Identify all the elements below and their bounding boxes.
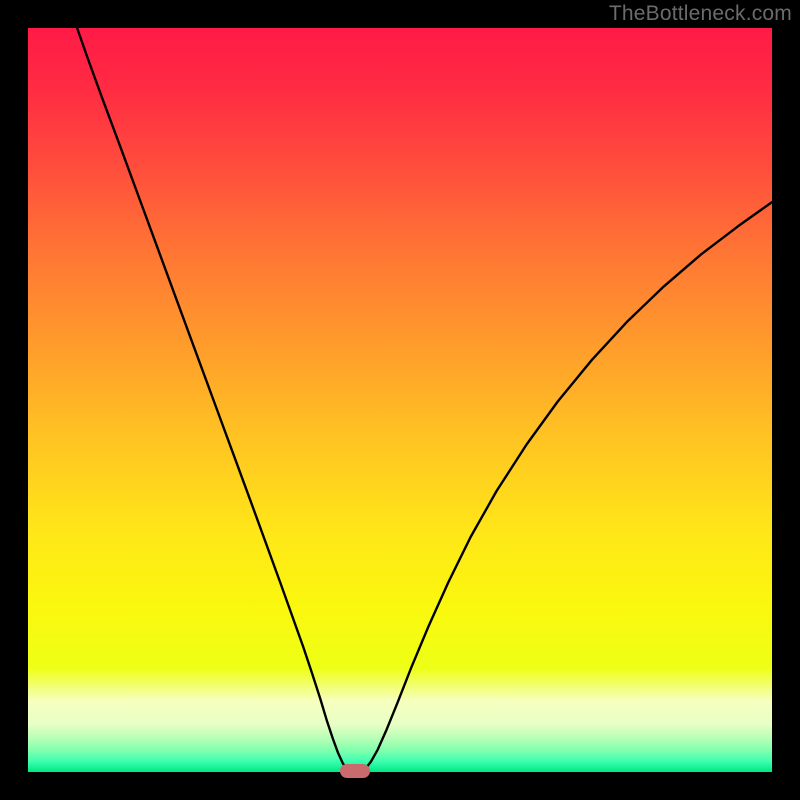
chart-curve-layer xyxy=(28,28,772,772)
optimal-point-marker xyxy=(340,764,370,778)
bottleneck-curve xyxy=(77,28,772,771)
watermark-text: TheBottleneck.com xyxy=(609,2,792,26)
chart-plot-area xyxy=(28,28,772,772)
optimal-point-pill xyxy=(340,764,370,778)
